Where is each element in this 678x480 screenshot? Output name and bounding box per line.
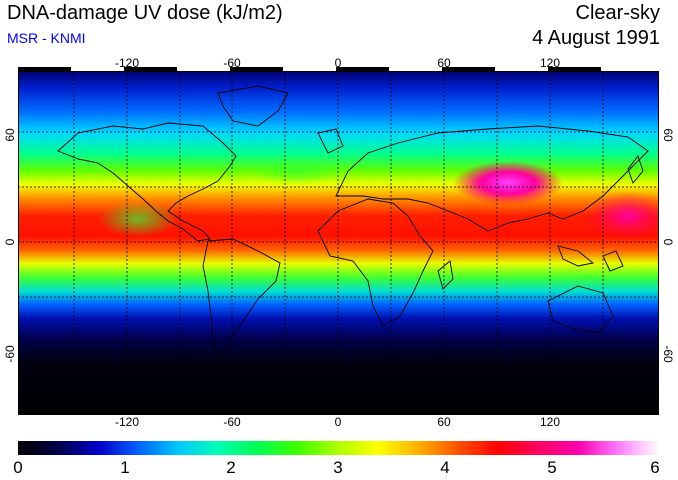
colorbar: [18, 441, 659, 455]
lat-tick-right: 0: [661, 238, 675, 246]
lon-tick-bottom: -120: [114, 415, 140, 429]
lat-tick-left: 60: [3, 128, 17, 142]
lon-tick-bottom: 0: [334, 415, 342, 429]
bottom-frame-ticks: [18, 410, 601, 414]
top-frame-ticks: [18, 67, 601, 71]
uv-dose-map: [18, 71, 659, 415]
lat-tick-left: 0: [3, 238, 17, 246]
graticule: [18, 71, 659, 415]
lon-tick-top: -120: [114, 56, 140, 70]
cloudy-region: [253, 157, 343, 185]
lon-tick-bottom: -60: [223, 415, 241, 429]
lon-tick-top: 60: [437, 56, 451, 70]
colorbar-label: 3: [333, 458, 343, 477]
sky-condition-label: Clear-sky: [575, 2, 660, 24]
uv-field: [18, 71, 659, 415]
lon-tick-bottom: 60: [437, 415, 451, 429]
lat-tick-right: 60: [661, 128, 675, 142]
lat-tick-right: -60: [661, 345, 675, 363]
cloudy-region: [98, 201, 178, 237]
colorbar-label: 5: [547, 458, 557, 477]
lon-tick-bottom: 120: [539, 415, 561, 429]
colorbar-label: 0: [13, 458, 23, 477]
colorbar-label: 2: [226, 458, 236, 477]
high-uv-region: [583, 191, 659, 241]
date-label: 4 August 1991: [532, 27, 660, 49]
lon-tick-top: -60: [223, 56, 241, 70]
coastlines: [57, 85, 649, 361]
lon-tick-top: 120: [539, 56, 561, 70]
lat-tick-left: -60: [3, 345, 17, 363]
high-uv-region: [453, 161, 563, 205]
source-label: MSR - KNMI: [7, 30, 86, 46]
colorbar-label: 6: [650, 458, 660, 477]
colorbar-label: 1: [120, 458, 130, 477]
map-title: DNA-damage UV dose (kJ/m2): [7, 2, 283, 24]
lon-tick-top: 0: [334, 56, 342, 70]
colorbar-label: 4: [440, 458, 450, 477]
